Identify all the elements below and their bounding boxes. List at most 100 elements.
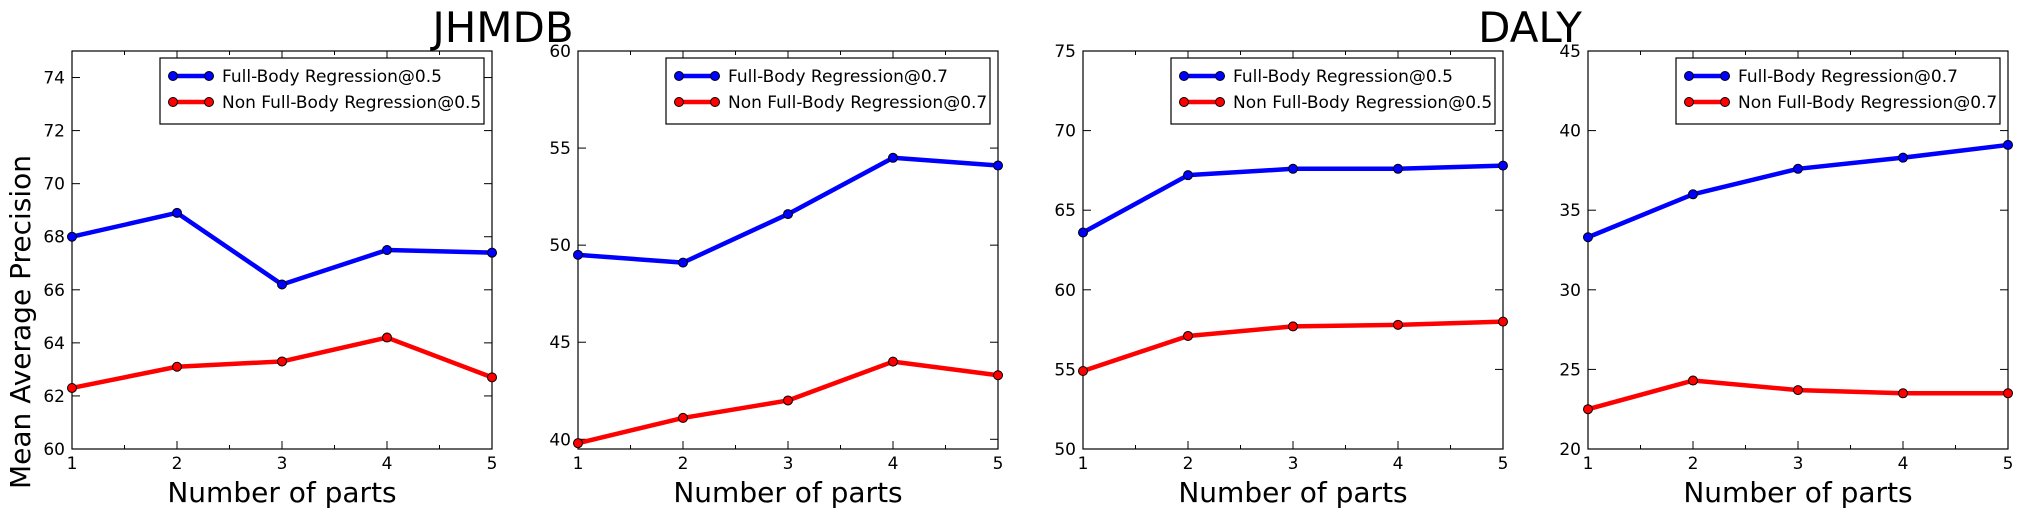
x-tick-label: 5 xyxy=(993,454,1004,474)
data-point xyxy=(1183,330,1193,341)
legend-box xyxy=(665,57,991,125)
y-tick-label: 45 xyxy=(549,333,571,353)
data-point xyxy=(172,207,182,218)
legend-label: Full-Body Regression@0.7 xyxy=(1738,67,1958,87)
y-tick-label: 66 xyxy=(43,281,65,301)
y-tick-label: 68 xyxy=(43,228,65,248)
data-point xyxy=(1583,404,1593,415)
data-point xyxy=(1393,319,1403,330)
x-tick-label: 4 xyxy=(888,454,899,474)
x-tick-label: 1 xyxy=(573,454,584,474)
x-tick-label: 3 xyxy=(277,454,288,474)
x-tick-label: 5 xyxy=(1498,454,1509,474)
data-point xyxy=(2003,388,2013,399)
y-tick-label: 60 xyxy=(43,440,65,460)
data-point xyxy=(172,361,182,372)
legend-marker xyxy=(1720,71,1730,81)
x-tick-label: 5 xyxy=(2003,454,2014,474)
data-point xyxy=(1688,189,1698,200)
x-tick-label: 4 xyxy=(382,454,393,474)
legend-label: Non Full-Body Regression@0.7 xyxy=(1738,93,1997,113)
x-tick-label: 2 xyxy=(1183,454,1194,474)
legend-marker xyxy=(1179,97,1189,107)
x-tick-label: 2 xyxy=(172,454,183,474)
data-point xyxy=(1078,227,1088,238)
legend-marker xyxy=(1720,97,1730,107)
legend-marker xyxy=(710,71,720,81)
x-axis-label: Number of parts xyxy=(1683,476,1912,509)
data-point xyxy=(487,247,497,258)
legend: Full-Body Regression@0.5 Non Full-Body Re… xyxy=(159,57,485,125)
x-axis-label: Number of parts xyxy=(1178,476,1407,509)
legend-label: Full-Body Regression@0.5 xyxy=(1233,67,1453,87)
y-tick-label: 40 xyxy=(1559,122,1581,142)
x-tick-label: 4 xyxy=(1393,454,1404,474)
data-point xyxy=(487,372,497,383)
legend-label: Non Full-Body Regression@0.5 xyxy=(222,93,481,113)
legend-marker xyxy=(1684,97,1694,107)
x-tick-label: 3 xyxy=(1793,454,1804,474)
y-tick-label: 50 xyxy=(1054,440,1076,460)
data-point xyxy=(382,332,392,343)
data-point xyxy=(1583,232,1593,243)
y-tick-label: 25 xyxy=(1559,360,1581,380)
legend-box xyxy=(1675,57,2001,125)
y-tick-label: 50 xyxy=(549,236,571,256)
data-point xyxy=(678,412,688,423)
y-tick-label: 70 xyxy=(43,175,65,195)
data-point xyxy=(277,279,287,290)
y-tick-label: 55 xyxy=(1054,360,1076,380)
x-tick-label: 1 xyxy=(1078,454,1089,474)
chart-panel-1: 1 2 3 4 5 60 62 64 66 68 70 72 74 Number of parts Full… xyxy=(43,50,498,509)
y-tick-label: 64 xyxy=(43,334,65,354)
x-tick-label: 3 xyxy=(1288,454,1299,474)
legend-marker xyxy=(710,97,720,107)
data-point xyxy=(2003,139,2013,150)
x-tick-label: 3 xyxy=(783,454,794,474)
data-point xyxy=(382,245,392,255)
legend-label: Non Full-Body Regression@0.7 xyxy=(728,93,987,113)
y-tick-label: 60 xyxy=(1054,281,1076,301)
data-point xyxy=(993,160,1003,171)
x-axis-label: Number of parts xyxy=(673,476,902,509)
y-tick-label: 20 xyxy=(1559,440,1581,460)
legend-label: Non Full-Body Regression@0.5 xyxy=(1233,93,1492,113)
data-point xyxy=(993,370,1003,381)
legend-box xyxy=(159,57,485,125)
data-point xyxy=(1793,163,1803,174)
data-point xyxy=(783,209,793,220)
data-point xyxy=(1793,385,1803,396)
group-title-jhmdb: JHMDB xyxy=(429,3,573,52)
data-point xyxy=(678,257,688,268)
legend-marker xyxy=(1215,97,1225,107)
y-tick-label: 55 xyxy=(549,139,571,159)
data-point xyxy=(67,382,77,393)
y-tick-label: 40 xyxy=(549,430,571,450)
data-point xyxy=(783,395,793,406)
y-tick-label: 45 xyxy=(1559,42,1581,62)
data-point xyxy=(1393,163,1403,174)
data-point xyxy=(1898,152,1908,163)
y-tick-label: 62 xyxy=(43,387,65,407)
data-point xyxy=(1288,321,1298,332)
data-point xyxy=(573,438,583,449)
legend-box xyxy=(1170,57,1496,125)
legend-marker xyxy=(674,97,684,107)
y-tick-label: 65 xyxy=(1054,201,1076,221)
data-point xyxy=(67,231,77,242)
x-tick-label: 2 xyxy=(1688,454,1699,474)
data-point xyxy=(888,356,898,367)
y-tick-label: 60 xyxy=(549,42,571,62)
legend-marker xyxy=(1684,71,1694,81)
legend-marker xyxy=(1179,71,1189,81)
data-point xyxy=(277,356,287,367)
y-tick-label: 30 xyxy=(1559,281,1581,301)
data-point xyxy=(1898,388,1908,399)
x-tick-label: 4 xyxy=(1898,454,1909,474)
y-tick-label: 35 xyxy=(1559,201,1581,221)
data-point xyxy=(1688,375,1698,386)
x-tick-label: 5 xyxy=(487,454,498,474)
